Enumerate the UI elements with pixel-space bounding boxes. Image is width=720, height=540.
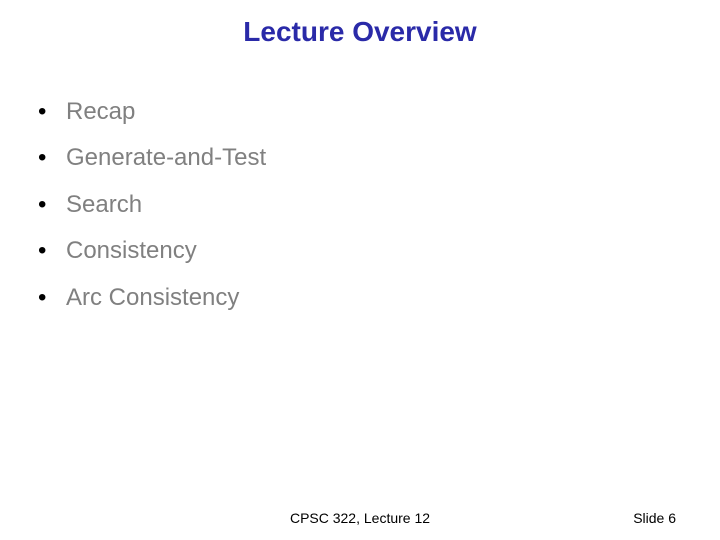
footer-course-lecture: CPSC 322, Lecture 12 bbox=[290, 510, 430, 526]
bullet-marker: • bbox=[38, 284, 66, 312]
bullet-marker: • bbox=[38, 98, 66, 126]
bullet-list: • Recap • Generate-and-Test • Search • C… bbox=[0, 96, 720, 314]
bullet-text: Arc Consistency bbox=[66, 282, 239, 314]
bullet-marker: • bbox=[38, 144, 66, 172]
bullet-marker: • bbox=[38, 237, 66, 265]
list-item: • Generate-and-Test bbox=[38, 142, 720, 174]
bullet-text: Generate-and-Test bbox=[66, 142, 266, 174]
bullet-marker: • bbox=[38, 191, 66, 219]
footer-slide-number: Slide 6 bbox=[633, 510, 676, 526]
list-item: • Arc Consistency bbox=[38, 282, 720, 314]
slide: Lecture Overview • Recap • Generate-and-… bbox=[0, 0, 720, 540]
slide-title: Lecture Overview bbox=[0, 16, 720, 48]
bullet-text: Recap bbox=[66, 96, 135, 128]
bullet-text: Search bbox=[66, 189, 142, 221]
bullet-text: Consistency bbox=[66, 235, 197, 267]
list-item: • Recap bbox=[38, 96, 720, 128]
list-item: • Consistency bbox=[38, 235, 720, 267]
list-item: • Search bbox=[38, 189, 720, 221]
